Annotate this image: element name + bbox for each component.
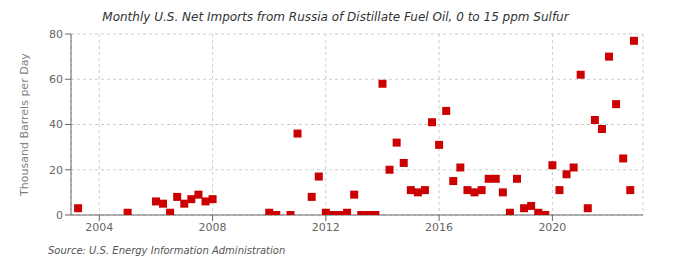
svg-text:2012: 2012 (312, 221, 340, 234)
svg-text:80: 80 (49, 28, 63, 41)
html-text:Source: U.S. Energy Informatio: Source: U.S. Energy Information Administ… (48, 245, 286, 256)
svg-text:60: 60 (49, 73, 63, 86)
svg-text:2004: 2004 (85, 221, 113, 234)
svg-text:Thousand Barrels per Day: Thousand Barrels per Day (18, 53, 31, 197)
svg-text:0: 0 (56, 209, 63, 222)
svg-text:2008: 2008 (199, 221, 227, 234)
html-text:Monthly U.S. Net Imports from: Monthly U.S. Net Imports from Russia of … (102, 10, 569, 24)
svg-text:2020: 2020 (538, 221, 566, 234)
svg-text:20: 20 (49, 164, 63, 177)
svg-text:2016: 2016 (425, 221, 453, 234)
svg-text:40: 40 (49, 118, 63, 131)
